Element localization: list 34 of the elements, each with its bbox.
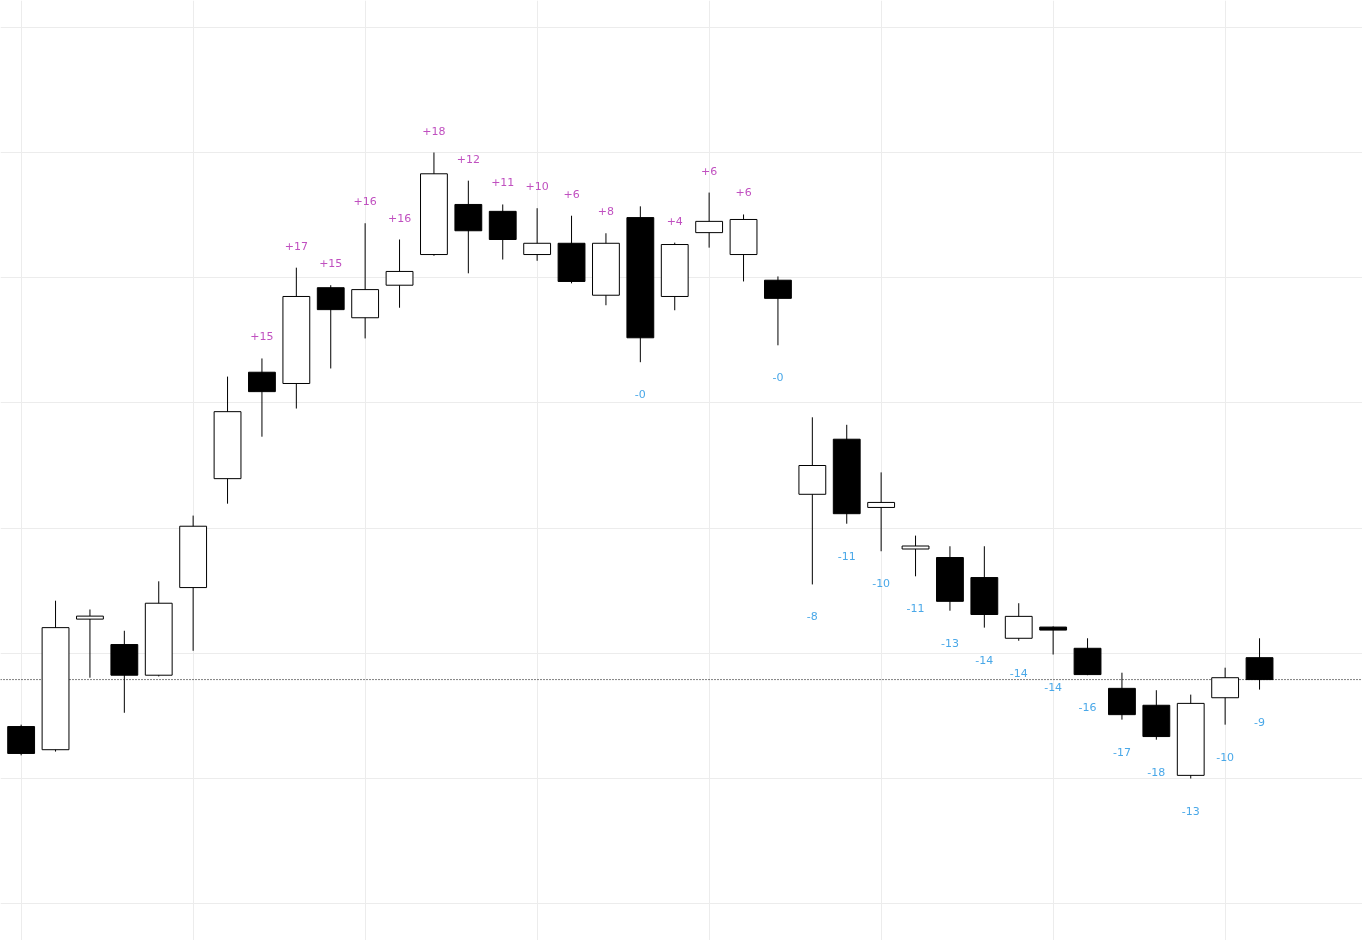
text: -0 xyxy=(634,388,646,402)
text: -14 xyxy=(1044,680,1063,694)
text: +15 xyxy=(319,257,343,271)
text: -13 xyxy=(1181,804,1200,818)
text: +4 xyxy=(666,214,683,228)
candlestick xyxy=(76,608,104,679)
candlestick xyxy=(901,535,930,577)
text: -13 xyxy=(940,636,959,650)
text: +16 xyxy=(353,195,377,209)
text: -14 xyxy=(1009,666,1028,680)
text: +6 xyxy=(735,186,752,200)
text: -0 xyxy=(772,371,784,385)
text: +12 xyxy=(456,152,480,166)
text: -11 xyxy=(906,602,925,616)
text: -9 xyxy=(1254,715,1266,729)
text: -17 xyxy=(1112,745,1131,759)
text: -14 xyxy=(975,653,994,667)
text: +17 xyxy=(284,239,308,253)
text: +6 xyxy=(563,187,580,201)
text: -10 xyxy=(872,577,891,591)
text: -18 xyxy=(1147,765,1166,779)
text: +16 xyxy=(387,211,412,225)
text: -16 xyxy=(1078,701,1097,715)
candlestick xyxy=(1039,625,1068,656)
text: +15 xyxy=(250,330,274,344)
text: +8 xyxy=(597,205,615,219)
text: +11 xyxy=(491,176,515,190)
text: -10 xyxy=(1216,750,1235,764)
text: +10 xyxy=(525,180,549,194)
text: -11 xyxy=(837,549,856,563)
text: +6 xyxy=(701,164,718,178)
text: +18 xyxy=(422,124,446,138)
candlestick xyxy=(867,471,896,552)
text: -8 xyxy=(806,610,818,624)
